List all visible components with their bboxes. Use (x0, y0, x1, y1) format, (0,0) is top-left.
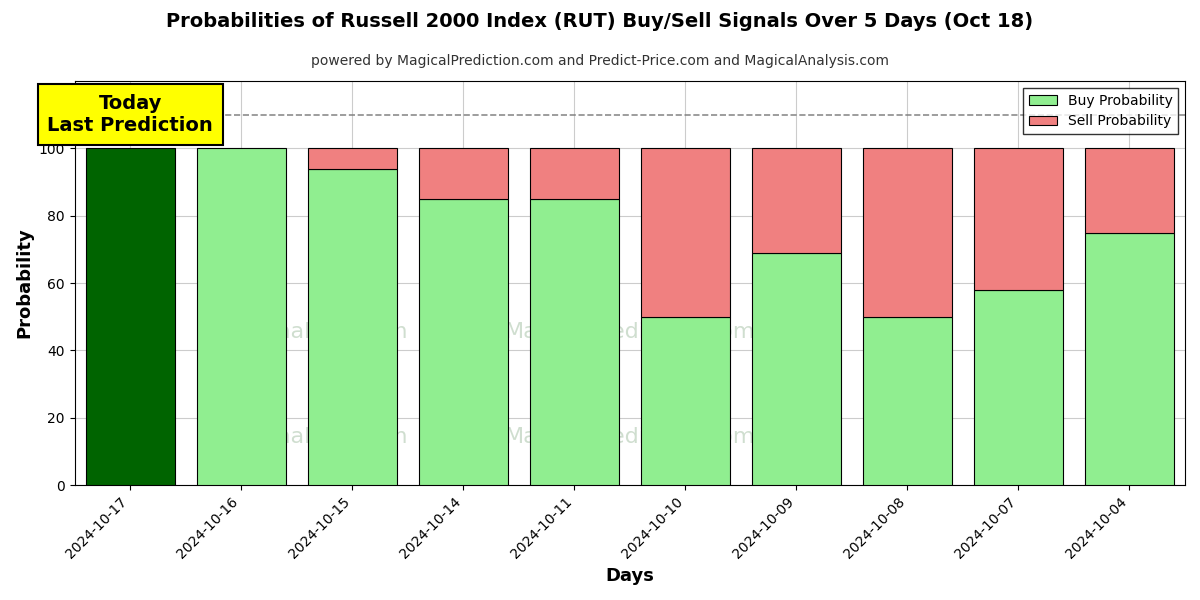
Legend: Buy Probability, Sell Probability: Buy Probability, Sell Probability (1024, 88, 1178, 134)
Text: calAnalysis.com: calAnalysis.com (229, 322, 408, 341)
Bar (308, 169, 397, 485)
Bar (1085, 148, 1174, 233)
Bar (974, 290, 1063, 485)
Bar (308, 148, 397, 169)
Bar (530, 148, 619, 199)
Text: Probabilities of Russell 2000 Index (RUT) Buy/Sell Signals Over 5 Days (Oct 18): Probabilities of Russell 2000 Index (RUT… (167, 12, 1033, 31)
Bar (1085, 233, 1174, 485)
Bar (641, 317, 730, 485)
Text: calAnalysis.com: calAnalysis.com (229, 427, 408, 446)
Bar (863, 148, 952, 317)
Bar (863, 317, 952, 485)
Text: Today
Last Prediction: Today Last Prediction (47, 94, 214, 135)
Text: MagicalPrediction.com: MagicalPrediction.com (504, 427, 755, 446)
Bar (85, 148, 174, 485)
Text: MagicalPrediction.com: MagicalPrediction.com (504, 322, 755, 341)
Bar (419, 148, 508, 199)
X-axis label: Days: Days (605, 567, 654, 585)
Bar (197, 148, 286, 485)
Bar (752, 148, 841, 253)
Bar (752, 253, 841, 485)
Bar (419, 199, 508, 485)
Bar (530, 199, 619, 485)
Y-axis label: Probability: Probability (16, 228, 34, 338)
Text: powered by MagicalPrediction.com and Predict-Price.com and MagicalAnalysis.com: powered by MagicalPrediction.com and Pre… (311, 54, 889, 68)
Bar (974, 148, 1063, 290)
Bar (641, 148, 730, 317)
